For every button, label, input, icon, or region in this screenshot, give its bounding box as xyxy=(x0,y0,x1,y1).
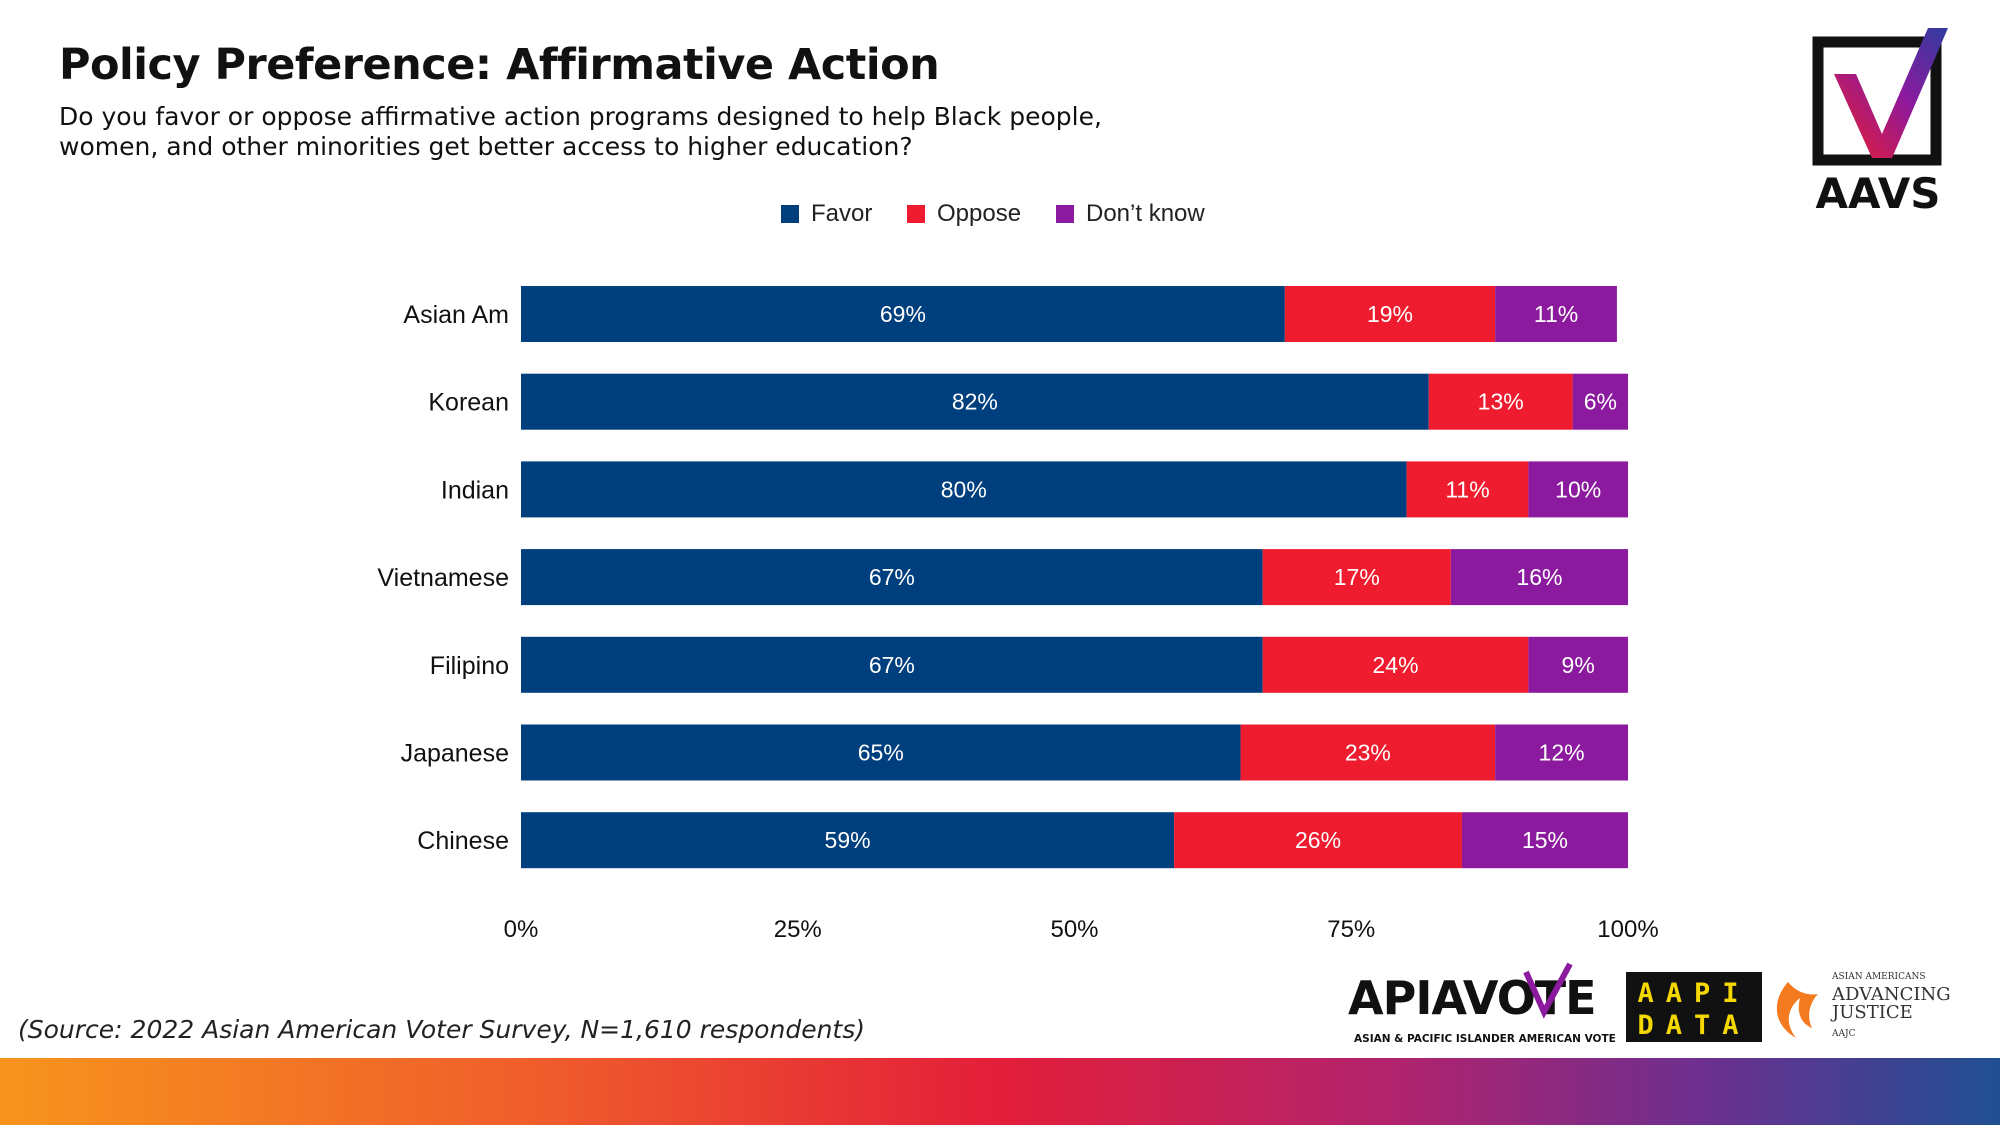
subtitle-line-1: Do you favor or oppose affirmative actio… xyxy=(59,102,1102,131)
aavs-checkmark-icon xyxy=(1834,28,1948,158)
aajc-small-text: ASIAN AMERICANS xyxy=(1831,972,1926,982)
chart-legend: Favor Oppose Don’t know xyxy=(0,197,2000,231)
data-label-favor-asian-am: 69% xyxy=(880,301,926,327)
bar-don-t-know-filipino xyxy=(1528,636,1628,693)
bar-oppose-asian-am xyxy=(1284,286,1496,342)
legend-item-dont-know: Don’t know xyxy=(1056,197,1205,231)
data-label-favor-japanese: 65% xyxy=(858,740,904,766)
legend-item-favor: Favor xyxy=(781,197,872,231)
legend-swatch-oppose xyxy=(907,205,925,223)
legend-label-dont-know: Don’t know xyxy=(1086,200,1205,227)
bar-oppose-filipino xyxy=(1262,636,1529,693)
data-label-oppose-asian-am: 19% xyxy=(1367,301,1413,327)
data-label-oppose-filipino: 24% xyxy=(1373,652,1419,678)
bar-don-t-know-japanese xyxy=(1495,724,1628,781)
data-label-oppose-japanese: 23% xyxy=(1345,740,1391,766)
source-note: (Source: 2022 Asian American Voter Surve… xyxy=(18,1015,865,1044)
data-label-don-t-know-vietnamese: 16% xyxy=(1516,564,1562,590)
page-title: Policy Preference: Affirmative Action xyxy=(59,40,940,90)
category-label-japanese: Japanese xyxy=(401,740,509,768)
footer-gradient-bar xyxy=(0,1058,2000,1125)
apiavote-logo: APIAVOTE ASIAN & PACIFIC ISLANDER AMERIC… xyxy=(1348,962,1616,1045)
x-tick-label: 75% xyxy=(1327,916,1375,943)
aajc-line1: ADVANCING xyxy=(1831,984,1951,1005)
bar-favor-vietnamese xyxy=(521,549,1263,606)
x-tick-label: 100% xyxy=(1597,916,1658,943)
bar-oppose-indian xyxy=(1406,461,1529,518)
data-label-favor-filipino: 67% xyxy=(869,652,915,678)
data-label-don-t-know-chinese: 15% xyxy=(1522,827,1568,853)
data-label-favor-indian: 80% xyxy=(941,476,987,502)
aajc-line2: JUSTICE xyxy=(1830,1002,1913,1023)
data-label-don-t-know-korean: 6% xyxy=(1584,389,1617,415)
bar-don-t-know-chinese xyxy=(1461,812,1628,869)
data-label-favor-korean: 82% xyxy=(952,389,998,415)
bar-oppose-vietnamese xyxy=(1262,549,1451,606)
bar-don-t-know-asian-am xyxy=(1495,286,1617,342)
bar-don-t-know-korean xyxy=(1572,373,1628,430)
data-label-don-t-know-japanese: 12% xyxy=(1539,740,1585,766)
x-tick-label: 50% xyxy=(1050,916,1098,943)
x-tick-label: 25% xyxy=(774,916,822,943)
x-tick-label: 0% xyxy=(504,916,539,943)
aapi-data-line1: AAPI xyxy=(1637,978,1750,1009)
aavs-box-icon xyxy=(1812,36,1942,166)
category-label-asian-am: Asian Am xyxy=(403,301,509,329)
bar-favor-korean xyxy=(521,373,1429,430)
data-label-oppose-chinese: 26% xyxy=(1295,827,1341,853)
category-label-vietnamese: Vietnamese xyxy=(377,564,509,592)
legend-label-favor: Favor xyxy=(811,200,873,227)
legend-label-oppose: Oppose xyxy=(937,200,1022,227)
data-label-don-t-know-filipino: 9% xyxy=(1562,652,1595,678)
data-label-oppose-indian: 11% xyxy=(1445,476,1489,502)
bar-favor-japanese xyxy=(521,724,1241,781)
bar-favor-chinese xyxy=(521,812,1175,869)
apiavote-check-icon xyxy=(1523,962,1573,1019)
bar-favor-asian-am xyxy=(521,286,1285,342)
category-label-filipino: Filipino xyxy=(430,652,509,680)
bar-favor-filipino xyxy=(521,636,1263,693)
bar-oppose-japanese xyxy=(1240,724,1496,781)
apiavote-tagline: ASIAN & PACIFIC ISLANDER AMERICAN VOTE xyxy=(1354,1033,1616,1045)
data-label-favor-vietnamese: 67% xyxy=(869,564,915,590)
page-subtitle: Do you favor or oppose affirmative actio… xyxy=(59,102,1179,162)
bar-don-t-know-indian xyxy=(1528,461,1628,518)
bar-favor-indian xyxy=(521,461,1407,518)
category-label-korean: Korean xyxy=(428,389,509,417)
data-label-oppose-vietnamese: 17% xyxy=(1334,564,1380,590)
category-label-chinese: Chinese xyxy=(417,827,509,855)
aajc-abbr: AAJC xyxy=(1831,1029,1856,1039)
data-label-favor-chinese: 59% xyxy=(825,827,871,853)
data-label-oppose-korean: 13% xyxy=(1478,389,1524,415)
legend-swatch-dont-know xyxy=(1056,205,1074,223)
legend-swatch-favor xyxy=(781,205,799,223)
aavs-logo: AAVS xyxy=(1812,28,1948,214)
data-label-don-t-know-indian: 10% xyxy=(1555,476,1601,502)
aajc-logo: ASIAN AMERICANS ADVANCING JUSTICE AAJC xyxy=(1776,972,1951,1039)
partner-logos: APIAVOTE ASIAN & PACIFIC ISLANDER AMERIC… xyxy=(1348,962,1951,1045)
stacked-bar-chart: Asian Am 69% 19% 11% Korean 82% 13% 6% Indian 80%… xyxy=(377,286,1659,943)
bar-oppose-korean xyxy=(1428,373,1573,430)
bar-don-t-know-vietnamese xyxy=(1450,549,1628,606)
legend-item-oppose: Oppose xyxy=(907,197,1021,231)
aapi-data-logo: AAPI DATA xyxy=(1626,972,1762,1042)
aavs-logo-text: AAVS xyxy=(1816,169,1941,214)
apiavote-logo-text: APIAVOTE xyxy=(1348,971,1596,1025)
aajc-flame-icon xyxy=(1776,982,1818,1038)
subtitle-line-2: women, and other minorities get better a… xyxy=(59,132,913,161)
bar-oppose-chinese xyxy=(1174,812,1462,869)
category-label-indian: Indian xyxy=(441,476,509,504)
aapi-data-line2: DATA xyxy=(1637,1010,1750,1041)
data-label-don-t-know-asian-am: 11% xyxy=(1534,301,1578,327)
